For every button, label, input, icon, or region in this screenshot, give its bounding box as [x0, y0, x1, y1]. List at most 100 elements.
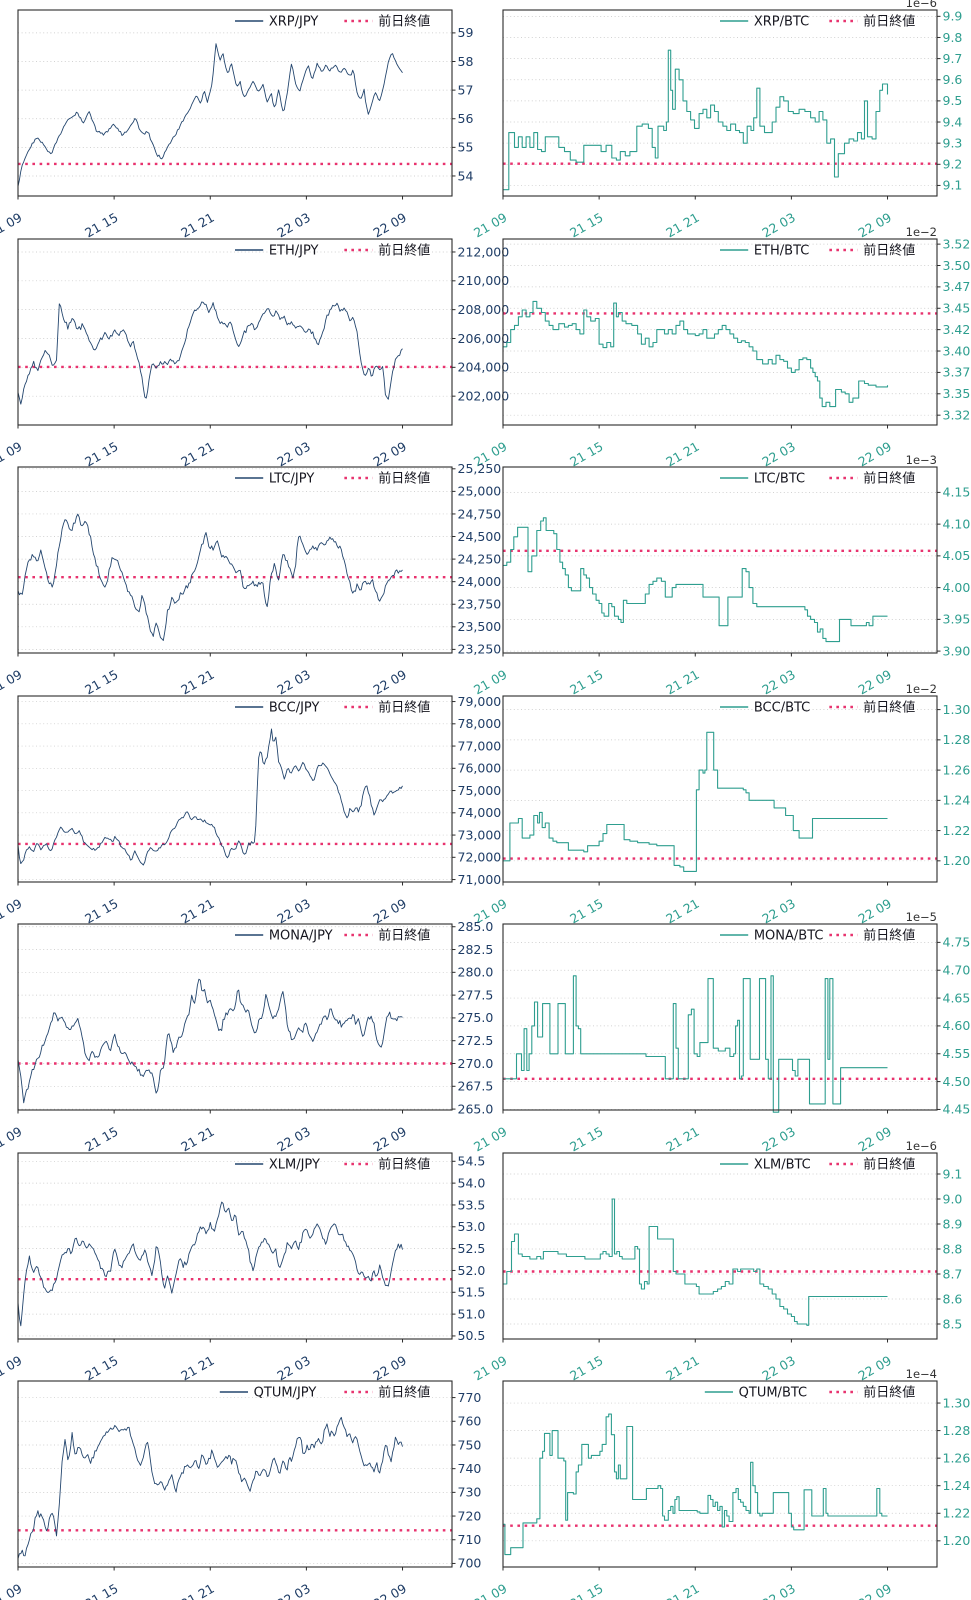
y-tick-label: 4.10: [943, 516, 971, 531]
y-tick-label: 9.4: [943, 114, 963, 129]
plot-border: [17, 466, 453, 654]
y-tick-label: 4.75: [943, 935, 971, 950]
price-line-bcc-btc: [503, 731, 888, 872]
y-tick-label: 282.5: [458, 942, 494, 957]
y-tick-label: 3.500: [943, 257, 971, 272]
x-tick-label: 21 21: [663, 1581, 702, 1600]
legend-pair-label: QTUM/BTC: [739, 1386, 807, 1401]
x-tick-label: 21 09: [0, 1581, 25, 1600]
chart-cell-eth-jpy: 202,000 204,000 206,000 208,000 210,000 212,0…: [0, 229, 509, 469]
chart-cell-xrp-jpy: 54 55 56 57 58 59 21 09 21 15 21 21 22 03 22 09 XRP…: [0, 0, 485, 240]
y-tick-label: 9.0: [943, 1191, 963, 1206]
y-tick-label: 1.20: [943, 1533, 971, 1548]
y-tick-label: 1.22: [943, 822, 971, 837]
y-tick-label: 9.2: [943, 157, 963, 172]
y-tick-label: 212,000: [458, 244, 510, 259]
y-tick-label: 730: [458, 1485, 482, 1500]
y-tick-label: 3.325: [943, 407, 971, 422]
y-tick-label: 1.30: [943, 1395, 971, 1410]
y-tick-label: 51.0: [458, 1306, 486, 1321]
price-line-xlm-jpy: [17, 1201, 403, 1326]
axis-offset-label: 1e−6: [906, 1139, 937, 1153]
x-tick-label: 22 03: [274, 1581, 313, 1600]
legend-pair-label: BCC/JPY: [269, 700, 320, 715]
legend-pair-label: ETH/BTC: [754, 243, 810, 258]
plot-border: [17, 237, 453, 426]
y-tick-label: 1.26: [943, 1450, 971, 1465]
chart-cell-qtum-jpy: 700 710 720 730 740 750 760 770 21 09 21 15 21 21 2…: [0, 1371, 485, 1600]
plot-border: [502, 923, 938, 1111]
chart-cell-ltc-jpy: 23,250 23,500 23,750 24,000 24,250 24,500 24,7…: [0, 457, 501, 697]
y-tick-label: 3.525: [943, 236, 971, 251]
y-tick-label: 8.8: [943, 1241, 963, 1256]
price-line-ltc-jpy: [17, 513, 403, 641]
y-tick-label: 24,500: [458, 529, 502, 544]
x-tick-label: 21 15: [82, 1581, 121, 1600]
chart-ltc-jpy: 23,250 23,500 23,750 24,000 24,250 24,500 24,7…: [0, 461, 501, 697]
legend-prev-close-label: 前日終値: [863, 471, 915, 487]
y-tick-label: 78,000: [458, 716, 502, 731]
legend-prev-close-label: 前日終値: [378, 928, 430, 944]
y-tick-label: 280.0: [458, 965, 494, 980]
legend-prev-close-label: 前日終値: [863, 699, 915, 715]
y-tick-label: 700: [458, 1556, 482, 1571]
y-tick-label: 3.475: [943, 279, 971, 294]
y-tick-label: 4.45: [943, 1102, 971, 1117]
plot-border: [17, 1151, 453, 1340]
y-tick-label: 4.15: [943, 485, 971, 500]
y-tick-label: 54: [458, 168, 474, 183]
legend-pair-label: MONA/JPY: [269, 929, 333, 944]
y-tick-label: 76,000: [458, 760, 502, 775]
chart-eth-btc: 3.325 3.350 3.375 3.400 3.425 3.450 3.475 3.500…: [471, 225, 971, 469]
y-tick-label: 25,250: [458, 461, 502, 476]
y-tick-label: 3.350: [943, 386, 971, 401]
chart-mona-jpy: 265.0 267.5 270.0 272.5 275.0 277.5 280.0 282.5…: [0, 919, 493, 1154]
y-tick-label: 57: [458, 82, 474, 97]
y-tick-label: 59: [458, 25, 474, 40]
chart-cell-xrp-btc: 9.1 9.2 9.3 9.4 9.5 9.6 9.7 9.8 9.9 21 09 21 15 21 …: [471, 0, 971, 240]
legend-pair-label: XRP/JPY: [269, 15, 319, 30]
legend-prev-close-label: 前日終値: [863, 1156, 915, 1172]
price-line-ltc-btc: [503, 517, 888, 643]
price-line-eth-jpy: [17, 301, 403, 405]
chart-cell-bcc-btc: 1.20 1.22 1.24 1.26 1.28 1.30 21 09 21 15 21 21 2…: [471, 682, 971, 926]
y-tick-label: 9.8: [943, 30, 963, 45]
price-line-mona-btc: [503, 975, 888, 1113]
y-tick-label: 53.0: [458, 1219, 486, 1234]
y-tick-label: 740: [458, 1461, 482, 1476]
legend-prev-close-label: 前日終値: [863, 928, 915, 944]
y-tick-label: 3.400: [943, 343, 971, 358]
axis-offset-label: 1e−6: [906, 0, 937, 10]
y-tick-label: 285.0: [458, 919, 494, 934]
price-line-eth-btc: [503, 300, 889, 407]
y-tick-label: 1.22: [943, 1506, 971, 1521]
legend-prev-close-label: 前日終値: [378, 14, 430, 30]
price-line-qtum-jpy: [17, 1416, 403, 1559]
y-tick-label: 56: [458, 111, 474, 126]
y-tick-label: 710: [458, 1532, 482, 1547]
legend-pair-label: XLM/BTC: [754, 1157, 811, 1172]
y-tick-label: 210,000: [458, 273, 510, 288]
chart-cell-eth-btc: 3.325 3.350 3.375 3.400 3.425 3.450 3.475 3.500…: [471, 225, 971, 469]
y-tick-label: 1.24: [943, 792, 971, 807]
chart-xlm-btc: 8.58.68.78.88.99.09.121 09 21 15 21 21 22 0…: [471, 1139, 963, 1383]
y-tick-label: 204,000: [458, 359, 510, 374]
axis-offset-label: 1e−2: [906, 682, 937, 696]
legend-prev-close-label: 前日終値: [378, 1156, 430, 1172]
x-tick-label: 22 03: [759, 1581, 798, 1600]
y-tick-label: 208,000: [458, 301, 510, 316]
y-tick-label: 1.28: [943, 1423, 971, 1438]
legend-prev-close-label: 前日終値: [378, 471, 430, 487]
chart-cell-bcc-jpy: 71,000 72,000 73,000 74,000 75,000 76,000 77,0…: [0, 686, 501, 926]
chart-cell-xlm-jpy: 50.5 51.0 51.5 52.0 52.5 53.0 53.5 54.0 54.5 21 0…: [0, 1143, 486, 1383]
y-tick-label: 4.05: [943, 548, 971, 563]
axis-offset-label: 1e−3: [906, 453, 937, 467]
x-tick-label: 22 09: [856, 1581, 895, 1600]
plot-border: [17, 9, 453, 197]
y-tick-label: 4.65: [943, 990, 971, 1005]
axis-offset-label: 1e−4: [906, 1367, 937, 1381]
y-tick-label: 51.5: [458, 1284, 486, 1299]
